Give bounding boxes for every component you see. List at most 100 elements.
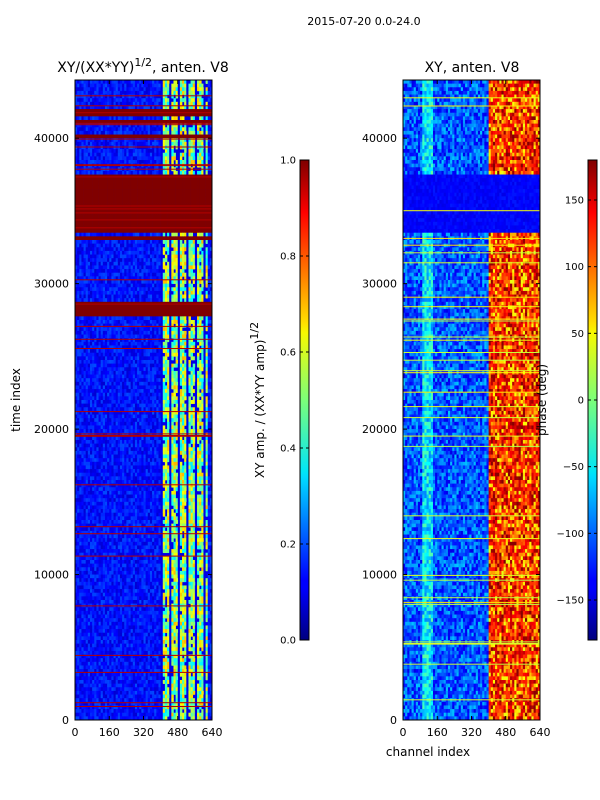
heatmap-cell bbox=[98, 170, 101, 175]
heatmap-cell bbox=[132, 185, 136, 190]
heatmap-cell bbox=[130, 141, 134, 146]
heatmap-cell bbox=[192, 105, 196, 110]
heatmap-cell bbox=[96, 149, 99, 154]
heatmap-cell bbox=[179, 98, 183, 103]
heatmap-cell bbox=[115, 101, 119, 106]
heatmap-cell bbox=[199, 240, 202, 244]
heatmap-cell bbox=[205, 367, 209, 372]
heatmap-cell bbox=[117, 156, 121, 161]
heatmap-cell bbox=[100, 309, 104, 314]
heatmap-cell bbox=[188, 87, 191, 92]
heatmap-cell bbox=[107, 265, 110, 270]
heatmap-cell bbox=[179, 330, 183, 335]
heatmap-cell bbox=[77, 356, 80, 361]
heatmap-cell bbox=[197, 250, 200, 255]
heatmap-cell bbox=[158, 261, 161, 266]
heatmap-cell bbox=[100, 352, 104, 357]
heatmap-cell bbox=[137, 170, 140, 175]
heatmap-cell bbox=[111, 130, 114, 135]
heatmap-cell bbox=[205, 181, 209, 186]
heatmap-cell bbox=[107, 330, 110, 335]
heatmap-cell bbox=[147, 323, 151, 328]
heatmap-cell bbox=[175, 298, 179, 303]
heatmap-cell bbox=[162, 83, 166, 88]
heatmap-cell bbox=[126, 160, 129, 164]
heatmap-cell bbox=[152, 236, 155, 241]
heatmap-cell bbox=[171, 334, 174, 339]
heatmap-cell bbox=[188, 349, 191, 354]
heatmap-cell bbox=[109, 141, 112, 146]
heatmap-cell bbox=[190, 221, 194, 226]
heatmap-cell bbox=[182, 120, 185, 124]
heatmap-cell bbox=[128, 160, 131, 164]
heatmap-cell bbox=[134, 316, 138, 321]
heatmap-cell bbox=[167, 127, 170, 132]
heatmap-cell bbox=[194, 327, 198, 332]
heatmap-cell bbox=[186, 250, 189, 255]
heatmap-cell bbox=[207, 87, 211, 92]
heatmap-cell bbox=[197, 185, 200, 190]
heatmap-cell bbox=[201, 196, 204, 201]
heatmap-cell bbox=[139, 138, 142, 143]
heatmap-cell bbox=[111, 280, 114, 284]
heatmap-cell bbox=[160, 250, 164, 255]
heatmap-cell bbox=[167, 312, 170, 317]
heatmap-cell bbox=[207, 367, 211, 372]
heatmap-cell bbox=[104, 109, 108, 114]
heatmap-cell bbox=[83, 109, 86, 114]
heatmap-cell bbox=[152, 138, 155, 143]
heatmap-cell bbox=[194, 360, 198, 364]
heatmap-cell bbox=[119, 283, 123, 288]
heatmap-cell bbox=[139, 349, 142, 354]
heatmap-cell bbox=[111, 360, 114, 364]
heatmap-cell bbox=[119, 327, 123, 332]
heatmap-cell bbox=[92, 232, 95, 237]
heatmap-cell bbox=[192, 240, 196, 244]
heatmap-cell bbox=[209, 352, 213, 357]
heatmap-cell bbox=[179, 327, 183, 332]
heatmap-cell bbox=[162, 320, 166, 324]
heatmap-cell bbox=[179, 294, 183, 299]
figure-title: 2015-07-20 0.0-24.0 bbox=[307, 15, 420, 28]
heatmap-cell bbox=[109, 349, 112, 354]
heatmap-cell bbox=[79, 250, 82, 255]
heatmap-cell bbox=[98, 120, 101, 124]
heatmap-cell bbox=[149, 316, 153, 321]
heatmap-cell bbox=[182, 305, 185, 310]
heatmap-cell bbox=[149, 116, 153, 121]
heatmap-cell bbox=[87, 305, 91, 310]
heatmap-cell bbox=[190, 276, 194, 281]
heatmap-cell bbox=[96, 334, 99, 339]
heatmap-cell bbox=[162, 80, 166, 84]
heatmap-cell bbox=[209, 356, 213, 361]
heatmap-cell bbox=[143, 363, 146, 368]
heatmap-cell bbox=[186, 345, 189, 350]
heatmap-cell bbox=[117, 367, 121, 372]
heatmap-cell bbox=[130, 221, 134, 226]
heatmap-cell bbox=[207, 287, 211, 292]
heatmap-cell bbox=[156, 363, 159, 368]
heatmap-cell bbox=[186, 196, 189, 201]
heatmap-cell bbox=[177, 185, 181, 190]
heatmap-cell bbox=[175, 196, 179, 201]
heatmap-cell bbox=[207, 283, 211, 288]
heatmap-cell bbox=[124, 334, 127, 339]
heatmap-cell bbox=[152, 120, 155, 124]
heatmap-cell bbox=[104, 272, 108, 277]
heatmap-cell bbox=[128, 200, 131, 204]
heatmap-cell bbox=[100, 116, 104, 121]
heatmap-cell bbox=[147, 189, 151, 194]
heatmap-cell bbox=[207, 276, 211, 281]
heatmap-cell bbox=[85, 254, 89, 259]
heatmap-cell bbox=[81, 280, 84, 284]
heatmap-cell bbox=[119, 105, 123, 110]
heatmap-cell bbox=[81, 120, 84, 124]
heatmap-cell bbox=[89, 258, 93, 263]
heatmap-cell bbox=[113, 352, 116, 357]
heatmap-cell bbox=[149, 120, 153, 124]
heatmap-cell bbox=[169, 338, 172, 343]
heatmap-cell bbox=[145, 83, 149, 88]
heatmap-cell bbox=[143, 112, 146, 117]
heatmap-cell bbox=[96, 363, 99, 368]
heatmap-cell bbox=[113, 178, 116, 183]
